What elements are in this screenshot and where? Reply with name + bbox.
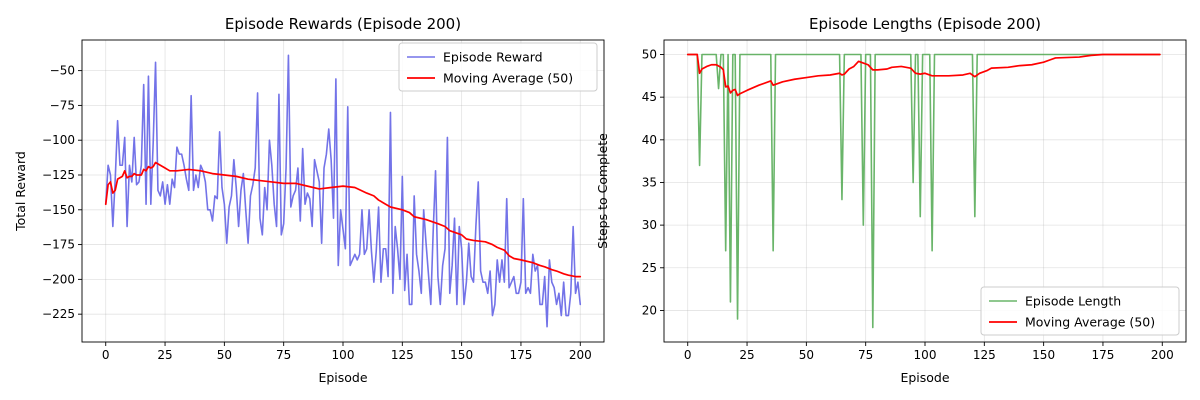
lengths-ytick-label: 45 xyxy=(642,90,657,104)
rewards-legend: Episode Reward Moving Average (50) xyxy=(398,42,598,92)
lengths-ytick-label: 25 xyxy=(642,261,657,275)
lengths-panel: 0 25 50 75 100 125 150 175 200 20 25 30 35 40 45 50 Epis… xyxy=(595,15,1187,385)
rewards-ytick-label: −125 xyxy=(42,168,75,182)
rewards-xtick-label: 0 xyxy=(102,348,110,362)
lengths-moving-average-line xyxy=(686,53,1161,97)
rewards-legend-label: Moving Average (50) xyxy=(443,71,573,86)
lengths-legend: Episode Length Moving Average (50) xyxy=(980,286,1180,336)
rewards-xtick-label: 75 xyxy=(276,348,291,362)
rewards-x-axis-label: Episode xyxy=(318,370,367,385)
rewards-xtick-label: 25 xyxy=(157,348,172,362)
rewards-ytick-label: −150 xyxy=(42,203,75,217)
rewards-ytick-label: −75 xyxy=(50,98,75,112)
rewards-legend-label: Episode Reward xyxy=(443,50,543,65)
rewards-ytick-label: −200 xyxy=(42,272,75,286)
rewards-xtick-label: 150 xyxy=(450,348,473,362)
lengths-ytick-label: 50 xyxy=(642,48,657,62)
rewards-panel: 0 25 50 75 100 125 150 175 200 −225 −200 −175 −150 −1… xyxy=(13,15,605,385)
lengths-legend-label: Moving Average (50) xyxy=(1025,315,1155,330)
rewards-ytick-label: −100 xyxy=(42,133,75,147)
lengths-y-axis-label: Steps to Complete xyxy=(595,133,610,249)
rewards-xtick-label: 50 xyxy=(217,348,232,362)
lengths-ytick-label: 20 xyxy=(642,303,657,317)
lengths-xtick-label: 75 xyxy=(858,348,873,362)
lengths-chart-title: Episode Lengths (Episode 200) xyxy=(809,15,1041,33)
rewards-xtick-label: 175 xyxy=(510,348,533,362)
lengths-ytick-label: 35 xyxy=(642,175,657,189)
lengths-xtick-label: 100 xyxy=(914,348,937,362)
lengths-xtick-label: 200 xyxy=(1151,348,1174,362)
lengths-episode-line xyxy=(686,53,1161,329)
lengths-xtick-label: 50 xyxy=(799,348,814,362)
lengths-xtick-label: 0 xyxy=(684,348,692,362)
rewards-chart-title: Episode Rewards (Episode 200) xyxy=(225,15,461,33)
lengths-ytick-label: 40 xyxy=(642,133,657,147)
lengths-xtick-label: 125 xyxy=(973,348,996,362)
rewards-ytick-label: −50 xyxy=(50,64,75,78)
rewards-moving-average-line xyxy=(104,161,582,278)
rewards-ytick-label: −225 xyxy=(42,307,75,321)
rewards-y-axis-label: Total Reward xyxy=(13,151,28,232)
rewards-xtick-label: 200 xyxy=(569,348,592,362)
rewards-legend-box xyxy=(398,42,598,92)
lengths-xtick-label: 175 xyxy=(1092,348,1115,362)
lengths-xtick-label: 150 xyxy=(1032,348,1055,362)
lengths-legend-box xyxy=(980,286,1180,336)
lengths-legend-label: Episode Length xyxy=(1025,294,1121,309)
lengths-xtick-label: 25 xyxy=(739,348,754,362)
lengths-x-axis-label: Episode xyxy=(900,370,949,385)
lengths-ytick-label: 30 xyxy=(642,218,657,232)
rewards-ytick-label: −175 xyxy=(42,238,75,252)
rewards-xtick-label: 100 xyxy=(332,348,355,362)
rewards-xtick-label: 125 xyxy=(391,348,414,362)
